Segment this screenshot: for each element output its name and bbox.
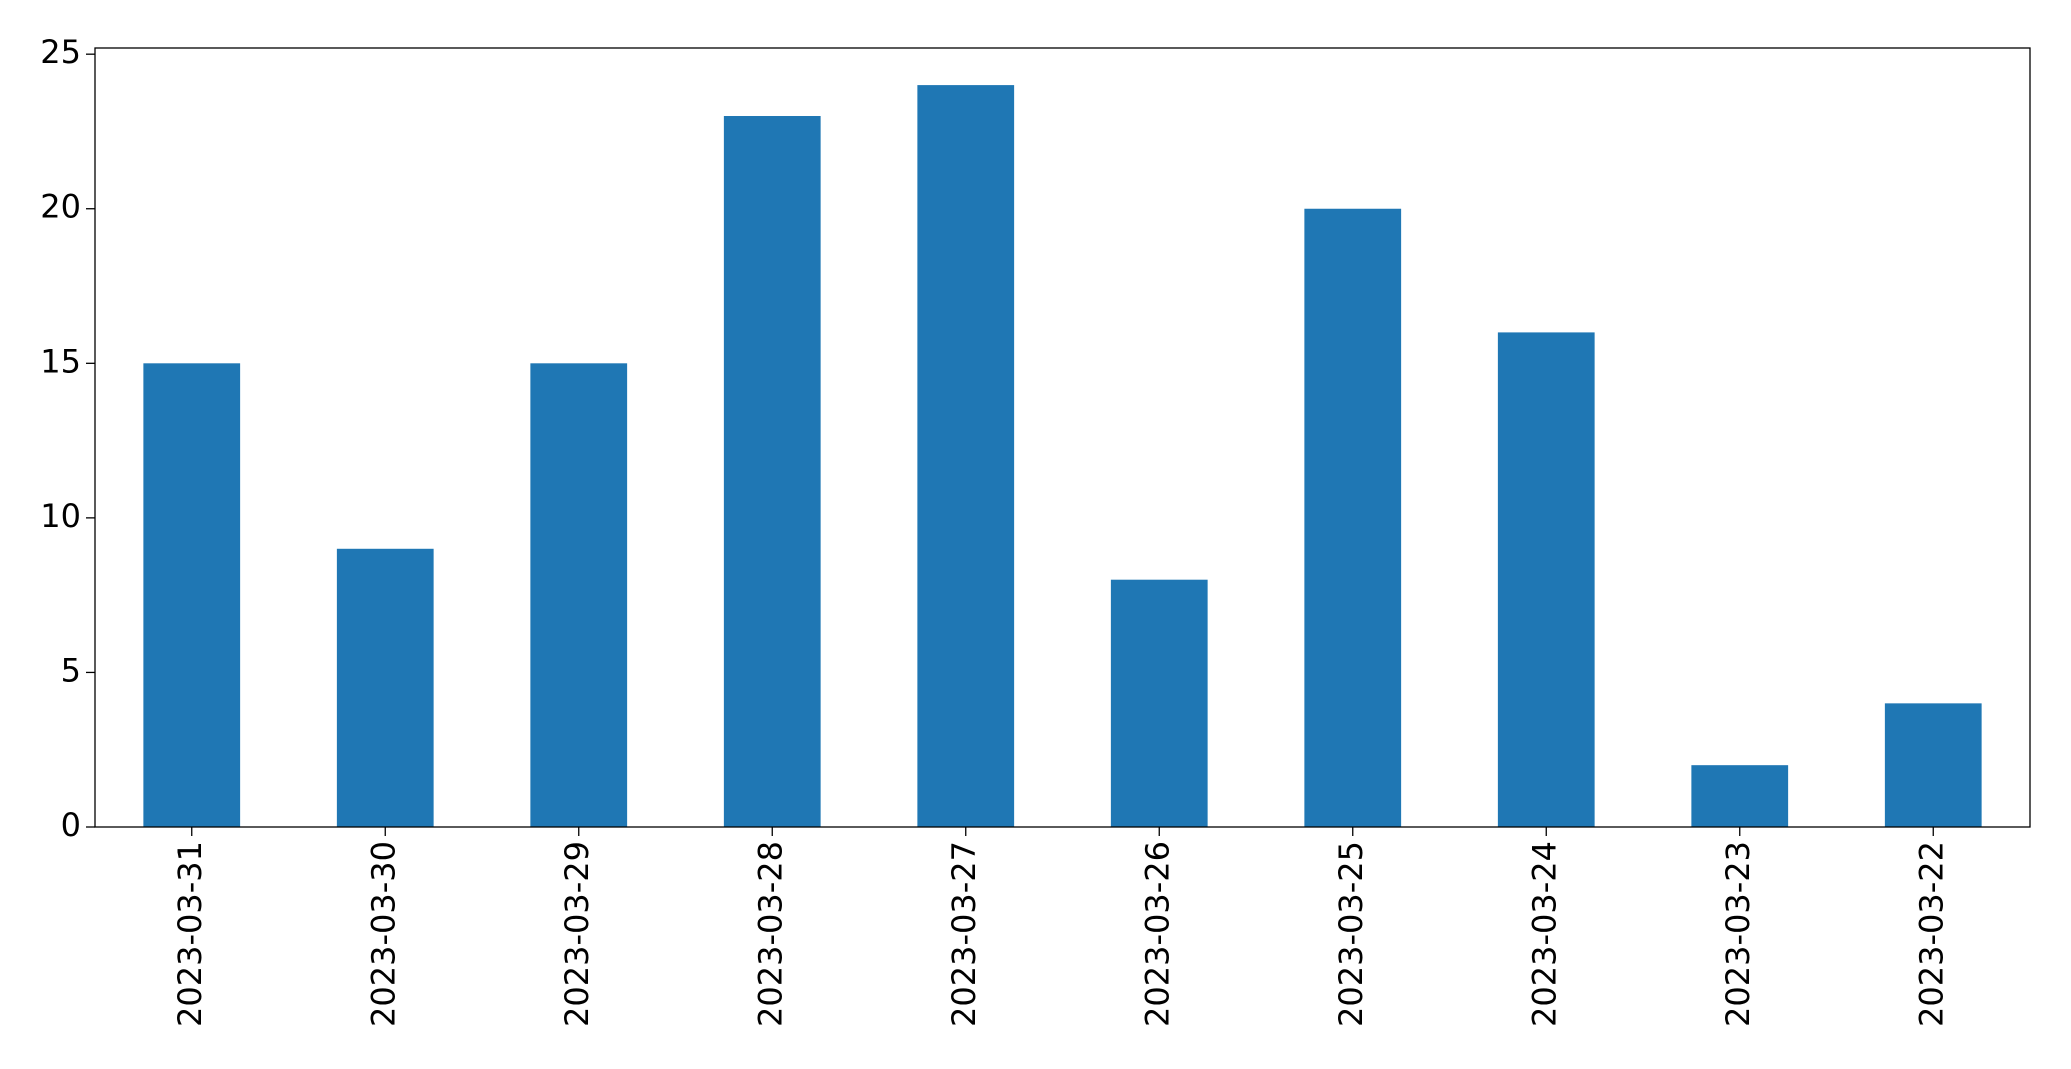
x-tick-label: 2023-03-24 [1525,841,1563,1027]
x-tick-label: 2023-03-31 [171,841,209,1027]
bar [1110,579,1208,827]
x-tick-label: 2023-03-29 [558,841,596,1027]
bar [917,85,1015,828]
x-tick-label: 2023-03-26 [1138,841,1176,1027]
x-tick-label: 2023-03-28 [751,841,789,1027]
bar [1304,208,1402,827]
x-tick-label: 2023-03-27 [945,841,983,1027]
bar [530,363,628,827]
y-tick-label: 25 [40,33,81,71]
plot-frame [94,47,2031,828]
y-tick-label: 10 [40,497,81,535]
bar [723,116,821,827]
x-tick-label: 2023-03-30 [364,841,402,1027]
bar [1691,765,1789,827]
bar [1884,703,1982,827]
y-tick-label: 0 [61,806,81,844]
bar [1497,332,1595,827]
y-tick-label: 5 [61,651,81,689]
x-tick-label: 2023-03-23 [1719,841,1757,1027]
x-tick-label: 2023-03-25 [1332,841,1370,1027]
x-tick-label: 2023-03-22 [1912,841,1950,1027]
bar [336,548,434,827]
bar [143,363,241,827]
y-tick-label: 15 [40,342,81,380]
y-tick-label: 20 [40,188,81,226]
